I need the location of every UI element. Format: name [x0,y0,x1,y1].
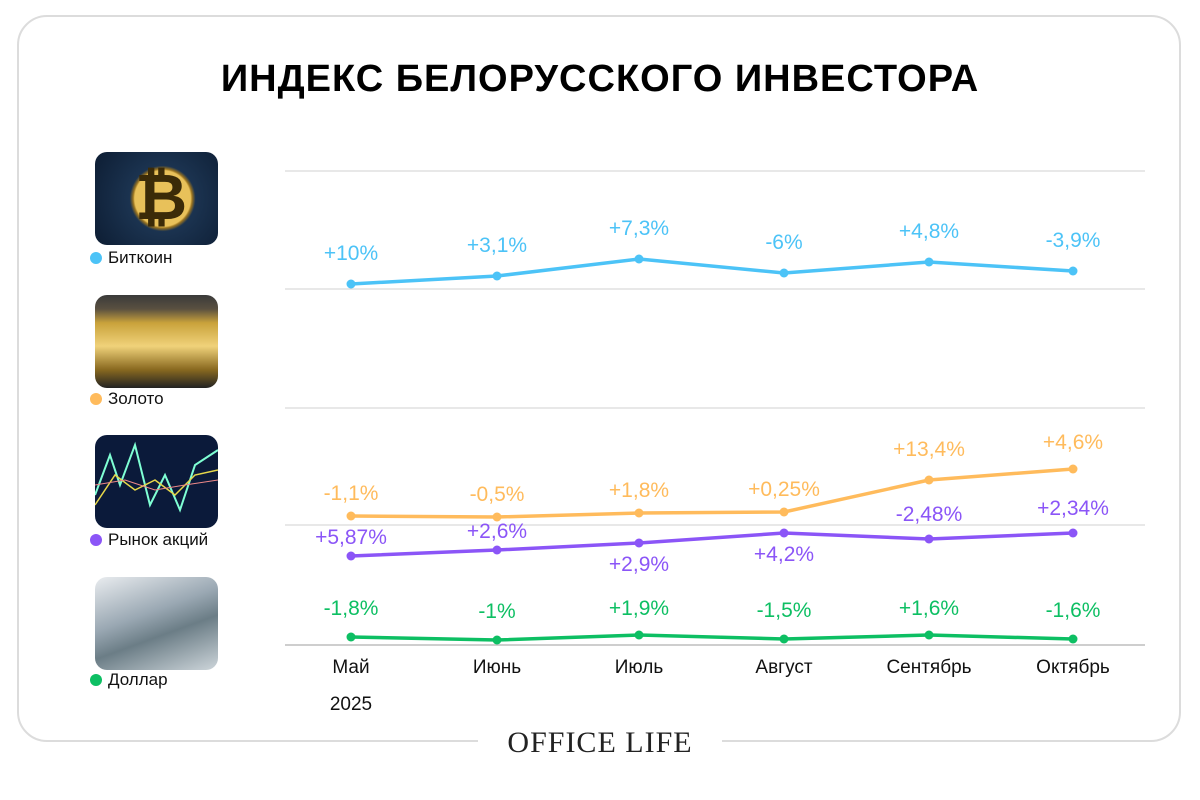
data-point [346,279,356,289]
series-line-0 [350,257,1074,286]
data-point [1068,464,1078,474]
data-point [492,512,502,522]
bitcoin-image [95,152,218,245]
year-label: 2025 [330,694,372,715]
data-label: +2,34% [1037,497,1109,520]
data-point [779,634,789,644]
data-label: +3,1% [467,234,527,257]
data-point [924,257,934,267]
logo: OFFICE LIFE [478,726,722,760]
office-life-logo: OFFICE LIFE [507,726,693,759]
data-point [1068,266,1078,276]
legend-dot [90,534,102,546]
series-line-3 [350,633,1074,642]
data-label: +1,9% [609,597,669,620]
data-point [346,511,356,521]
data-label: -3,9% [1046,229,1101,252]
x-tick-label: Сентябрь [886,657,971,678]
legend-dot [90,252,102,264]
data-label: +5,87% [315,526,387,549]
series-line-1 [350,467,1074,519]
x-tick-label: Август [755,657,812,678]
stock-chart-picture [95,441,218,513]
dollar-image [95,577,218,670]
data-label: -1,6% [1046,599,1101,622]
data-point [779,268,789,278]
data-label: +1,6% [899,597,959,620]
data-label: -2,48% [896,503,963,526]
data-label: +4,8% [899,220,959,243]
data-label: +2,9% [609,553,669,576]
data-point [634,630,644,640]
data-point [492,635,502,645]
x-tick-label: Октябрь [1036,657,1110,678]
data-point [492,545,502,555]
data-label: +10% [324,242,378,265]
data-point [779,507,789,517]
data-label: +1,8% [609,479,669,502]
data-label: +4,6% [1043,431,1103,454]
data-label: -0,5% [470,483,525,506]
legend-label: Золото [108,389,164,408]
series-line-2 [350,531,1074,558]
legend-item-dollar: Доллар [90,670,168,690]
data-point [924,475,934,485]
data-point [1068,634,1078,644]
data-point [346,632,356,642]
legend-label: Доллар [108,670,168,689]
stock-market-image [95,435,218,528]
data-point [1068,528,1078,538]
legend-item-stocks: Рынок акций [90,530,208,550]
data-point [346,551,356,561]
data-point [634,538,644,548]
data-label: -1% [478,600,515,623]
data-label: +0,25% [748,478,820,501]
data-label: +7,3% [609,217,669,240]
data-label: +4,2% [754,543,814,566]
gold-image [95,295,218,388]
x-tick-label: Июль [615,657,664,678]
data-label: +2,6% [467,520,527,543]
data-label: -6% [765,231,802,254]
x-tick-label: Май [332,657,369,678]
legend-item-bitcoin: Биткоин [90,248,172,268]
x-tick-label: Июнь [473,657,521,678]
data-point [779,528,789,538]
chart-title: ИНДЕКС БЕЛОРУССКОГО ИНВЕСТОРА [220,58,980,100]
legend-label: Рынок акций [108,530,209,549]
legend-label: Биткоин [108,248,173,267]
legend-dot [90,393,102,405]
data-point [924,534,934,544]
data-label: -1,5% [757,599,812,622]
legend-item-gold: Золото [90,389,164,409]
data-point [492,271,502,281]
data-label: -1,8% [324,597,379,620]
data-point [924,630,934,640]
data-label: -1,1% [324,482,379,505]
data-label: +13,4% [893,438,965,461]
legend-dot [90,674,102,686]
data-point [634,508,644,518]
data-point [634,254,644,264]
